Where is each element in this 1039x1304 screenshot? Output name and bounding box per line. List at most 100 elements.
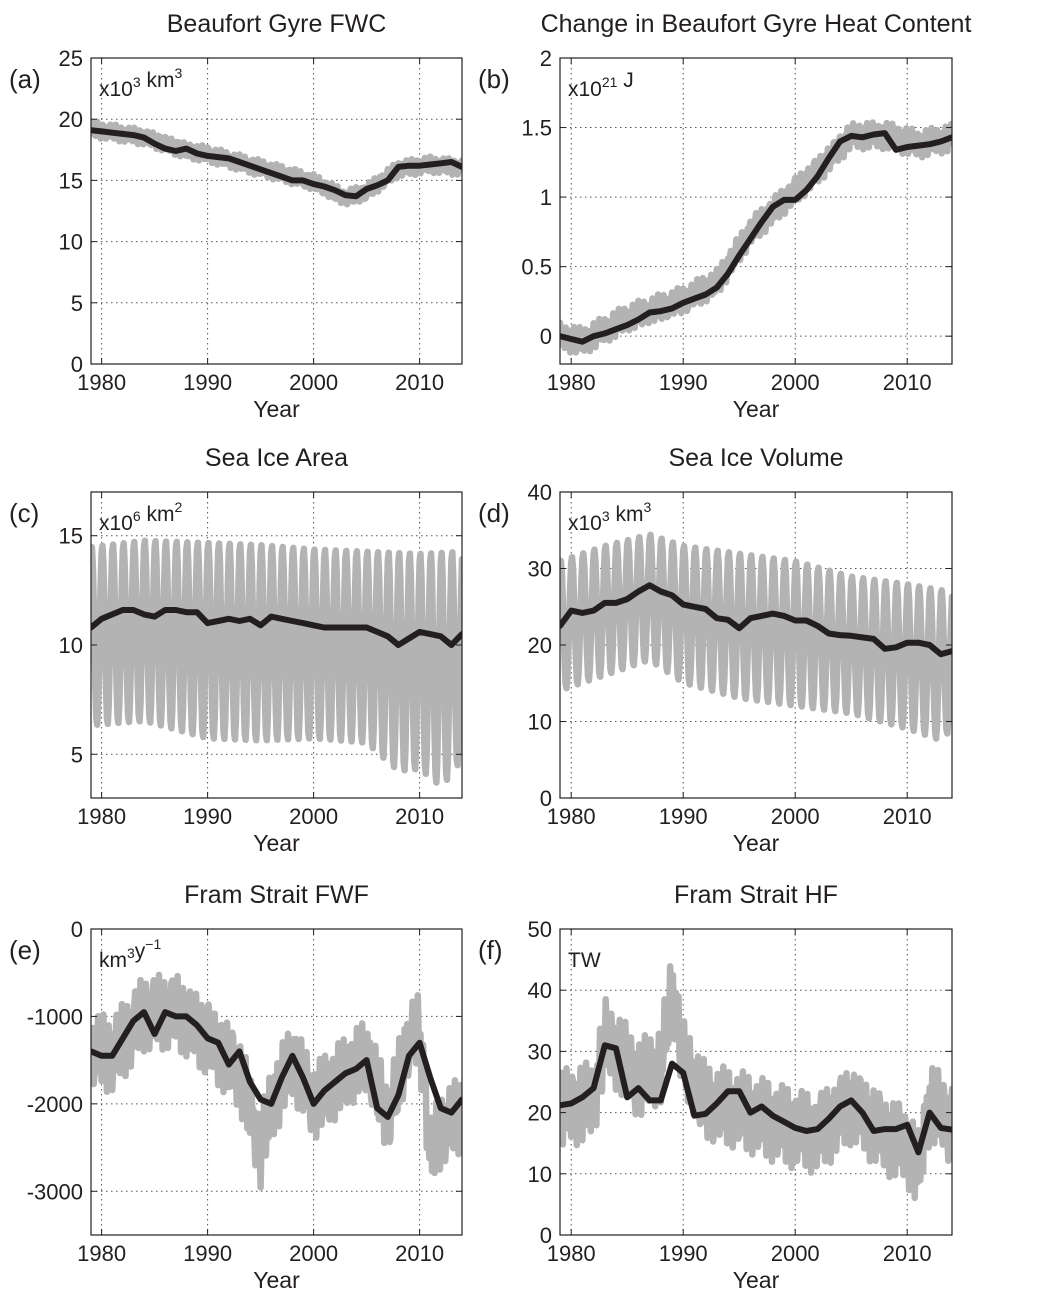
x-tick-label: 2010 bbox=[883, 1241, 932, 1266]
y-tick-label: 20 bbox=[528, 1101, 552, 1126]
x-tick-label: 1990 bbox=[659, 804, 708, 829]
unit-exponent: 3 bbox=[174, 65, 182, 81]
unit-text: x10 bbox=[568, 78, 602, 101]
y-tick-label: 0 bbox=[71, 352, 83, 377]
y-tick-label: 40 bbox=[528, 480, 552, 505]
x-tick-label: 2000 bbox=[289, 1241, 338, 1266]
chart-title: Sea Ice Volume bbox=[668, 444, 843, 472]
x-axis-label: Year bbox=[253, 396, 300, 422]
unit-label: x106 km2 bbox=[99, 499, 182, 535]
unit-exponent: 3 bbox=[127, 945, 135, 961]
x-tick-label: 2000 bbox=[771, 804, 820, 829]
unit-exponent: 6 bbox=[133, 508, 141, 524]
x-tick-label: 1990 bbox=[183, 370, 232, 395]
plot-area bbox=[560, 531, 952, 742]
panel-e: 1980 1990 2000 2010 -3000 -2000 -1000 0 Fram Str… bbox=[9, 881, 463, 1293]
x-axis-label: Year bbox=[253, 1267, 300, 1293]
panel-label: (d) bbox=[478, 498, 510, 528]
panel-d: 1980 1990 2000 2010 0 10 20 30 40 Sea Ice Volume (… bbox=[478, 444, 953, 856]
x-tick-label: 2000 bbox=[771, 1241, 820, 1266]
y-tick-label: 10 bbox=[59, 633, 83, 658]
x-tick-label: 1980 bbox=[77, 370, 126, 395]
panel-label: (e) bbox=[9, 935, 41, 965]
y-tick-label: 0 bbox=[540, 786, 552, 811]
x-tick-label: 1980 bbox=[77, 804, 126, 829]
x-tick-label: 1990 bbox=[659, 370, 708, 395]
panel-f: 1980 1990 2000 2010 0 10 20 30 40 50 Fram Strait H… bbox=[478, 881, 953, 1293]
axes-frame bbox=[559, 57, 953, 365]
series-line-annual bbox=[91, 127, 462, 200]
axes-frame bbox=[559, 928, 953, 1236]
unit-text: J bbox=[617, 69, 633, 92]
chart-title: Change in Beaufort Gyre Heat Content bbox=[541, 10, 972, 38]
x-tick-label: 2000 bbox=[771, 370, 820, 395]
plot-area bbox=[560, 119, 952, 356]
unit-exponent: 2 bbox=[174, 499, 182, 515]
series-line-monthly bbox=[91, 537, 462, 786]
x-tick-label: 2010 bbox=[395, 370, 444, 395]
unit-label: x103 km3 bbox=[568, 499, 651, 535]
series-line-annual bbox=[560, 1042, 952, 1156]
y-tick-label: 30 bbox=[528, 1039, 552, 1064]
x-tick-label: 1980 bbox=[547, 1241, 596, 1266]
x-tick-label: 1980 bbox=[547, 370, 596, 395]
unit-text: x10 bbox=[99, 78, 133, 101]
y-tick-label: 2 bbox=[540, 46, 552, 71]
y-tick-label: 25 bbox=[59, 46, 83, 71]
y-tick-label: 5 bbox=[71, 291, 83, 316]
panel-a: 1980 1990 2000 2010 0 5 10 15 20 25 Beaufort Gyre … bbox=[9, 10, 463, 422]
panel-label: (a) bbox=[9, 64, 41, 94]
unit-label: x1021 J bbox=[568, 69, 634, 101]
x-axis-label: Year bbox=[733, 830, 780, 856]
y-tick-label: 20 bbox=[59, 107, 83, 132]
unit-exponent: 3 bbox=[133, 74, 141, 90]
y-tick-label: 1 bbox=[540, 185, 552, 210]
y-tick-label: 0 bbox=[71, 917, 83, 942]
x-axis-label: Year bbox=[253, 830, 300, 856]
unit-label: km3y−1 bbox=[99, 936, 161, 972]
plot-area bbox=[91, 537, 462, 786]
x-tick-label: 1990 bbox=[183, 1241, 232, 1266]
plot-area bbox=[91, 118, 462, 208]
series-line-monthly bbox=[560, 119, 952, 356]
y-tick-label: 10 bbox=[528, 710, 552, 735]
series-line-annual bbox=[91, 1009, 462, 1120]
series-line-annual bbox=[560, 130, 952, 345]
y-tick-label: 10 bbox=[59, 230, 83, 255]
x-tick-label: 2010 bbox=[883, 370, 932, 395]
chart-title: Fram Strait HF bbox=[674, 881, 838, 909]
panel-c: 1980 1990 2000 2010 5 10 15 Sea Ice Area (c) Year… bbox=[9, 444, 463, 856]
y-tick-label: 20 bbox=[528, 633, 552, 658]
panel-label: (f) bbox=[478, 935, 503, 965]
y-tick-label: 0 bbox=[540, 1223, 552, 1248]
unit-text: x10 bbox=[568, 512, 602, 535]
unit-label: TW bbox=[568, 949, 601, 972]
series-line-monthly bbox=[91, 971, 462, 1191]
y-tick-label: 50 bbox=[528, 917, 552, 942]
unit-exponent: 3 bbox=[643, 499, 651, 515]
panel-label: (b) bbox=[478, 64, 510, 94]
x-axis-label: Year bbox=[733, 1267, 780, 1293]
series-line-monthly bbox=[91, 118, 462, 208]
axes-frame bbox=[90, 57, 463, 365]
unit-text: km bbox=[610, 503, 644, 526]
unit-exponent: −1 bbox=[145, 936, 161, 952]
plot-area bbox=[91, 971, 462, 1191]
series-line-monthly bbox=[560, 531, 952, 742]
x-tick-label: 2000 bbox=[289, 370, 338, 395]
unit-text: TW bbox=[568, 949, 601, 972]
y-tick-label: -3000 bbox=[27, 1179, 83, 1204]
axes-frame bbox=[90, 928, 463, 1236]
y-tick-label: 15 bbox=[59, 524, 83, 549]
y-tick-label: 1.5 bbox=[521, 116, 552, 141]
unit-exponent: 21 bbox=[602, 74, 618, 90]
unit-text: x10 bbox=[99, 512, 133, 535]
unit-text: km bbox=[141, 69, 175, 92]
y-tick-label: 15 bbox=[59, 168, 83, 193]
panel-b: 1980 1990 2000 2010 0 0.5 1 1.5 2 Change in Beauf… bbox=[478, 10, 971, 422]
x-tick-label: 2010 bbox=[395, 804, 444, 829]
y-tick-label: 10 bbox=[528, 1162, 552, 1187]
panel-label: (c) bbox=[9, 498, 39, 528]
chart-title: Fram Strait FWF bbox=[184, 881, 369, 909]
